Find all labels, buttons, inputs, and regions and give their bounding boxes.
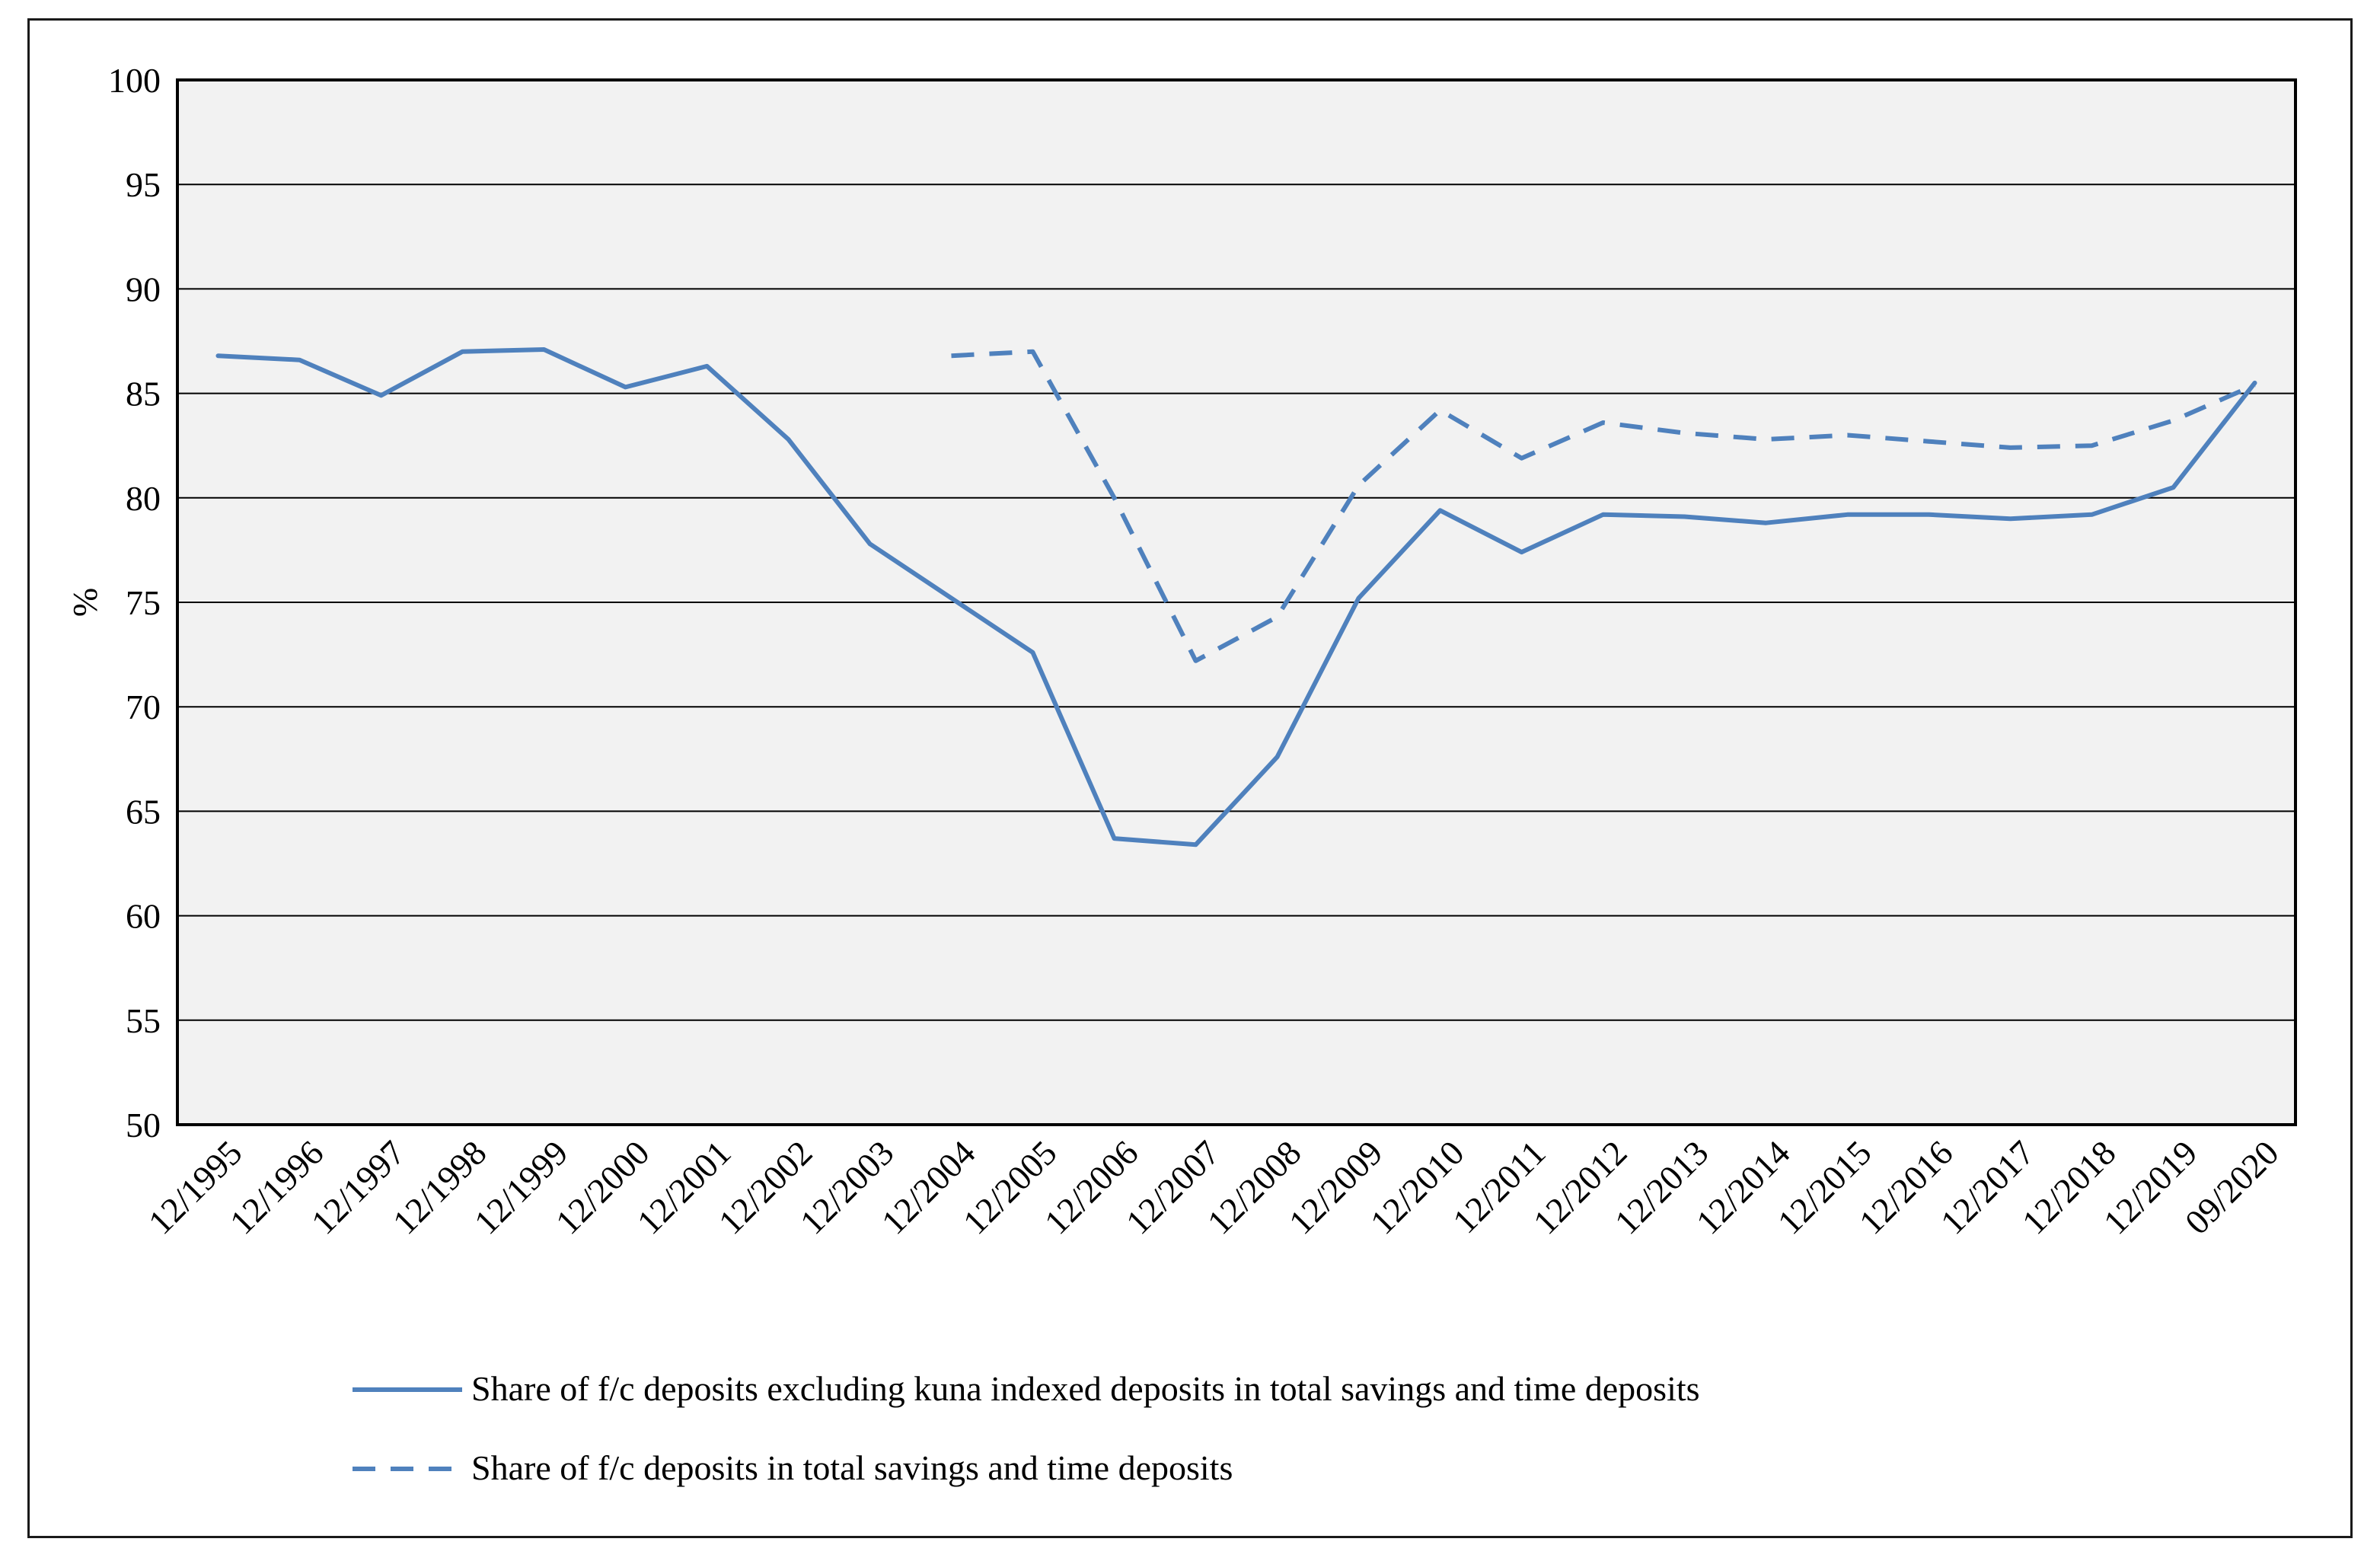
chart-svg: 100 95 90 85 80 75 70 65 60 55 50 % 12/199512/1996… — [65, 61, 2297, 1487]
y-tick-label: 60 — [126, 897, 161, 936]
grid-lines — [177, 184, 2295, 1021]
legend-label-fc-excluding-kuna: Share of f/c deposits excluding kuna ind… — [471, 1369, 1700, 1408]
chart-frame: 100 95 90 85 80 75 70 65 60 55 50 % 12/1995 12/1996… — [27, 18, 2353, 1538]
y-axis-ticks: 100 95 90 85 80 75 70 65 60 55 50 — [108, 61, 161, 1144]
y-tick-label: 85 — [126, 375, 161, 413]
y-tick-label: 90 — [126, 270, 161, 308]
legend-label-fc-total: Share of f/c deposits in total savings a… — [471, 1448, 1233, 1487]
y-tick-label: 80 — [126, 479, 161, 518]
series-line-fc-excluding-kuna — [215, 347, 2257, 848]
y-tick-label: 70 — [126, 688, 161, 726]
plot-border — [176, 78, 2297, 1126]
y-tick-label: 95 — [126, 165, 161, 204]
legend: Share of f/c deposits excluding kuna ind… — [353, 1369, 1700, 1487]
y-tick-label: 100 — [108, 61, 161, 100]
y-axis-label: % — [65, 588, 104, 617]
y-tick-label: 65 — [126, 792, 161, 831]
y-tick-label: 50 — [126, 1106, 161, 1144]
x-axis-ticks: 12/199512/199612/199712/199812/199912/20… — [141, 1133, 2286, 1242]
x-tick-label: 12/2010 — [1363, 1133, 1472, 1242]
x-tick-label: 09/2020 — [2177, 1133, 2286, 1242]
series-lines — [215, 347, 2257, 848]
series-line-fc-total — [951, 349, 2256, 663]
y-tick-label: 55 — [126, 1001, 161, 1040]
y-tick-label: 75 — [126, 583, 161, 622]
